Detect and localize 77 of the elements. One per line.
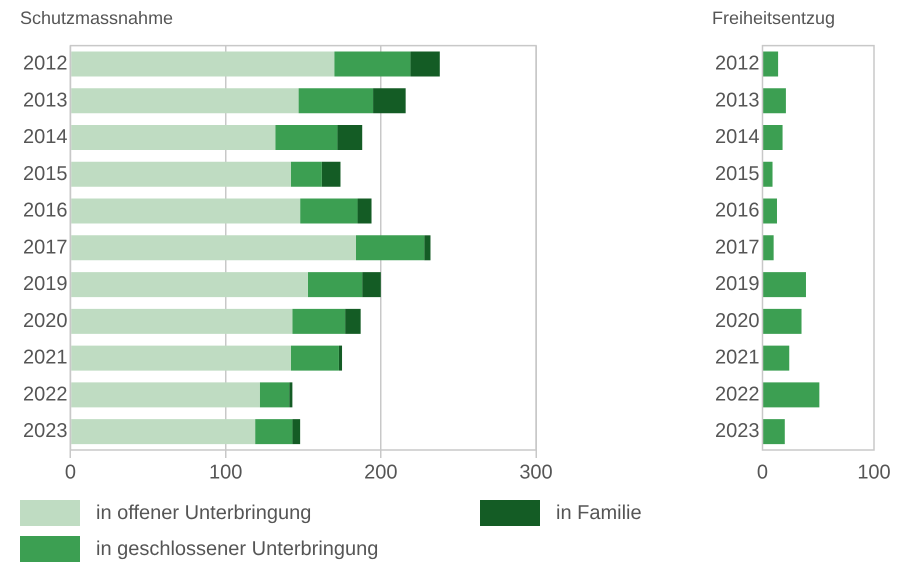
y-tick-label: 2017 (714, 236, 760, 258)
x-tick-label: 200 (364, 462, 398, 484)
y-tick-label: 2023 (714, 420, 760, 442)
x-tick-label: 100 (857, 462, 891, 484)
bar (298, 88, 374, 114)
y-tick-label: 2014 (22, 126, 68, 148)
bar (762, 125, 783, 150)
bar (289, 382, 292, 408)
bar (71, 272, 308, 298)
bar (762, 198, 777, 224)
x-tick-label: 0 (756, 462, 768, 484)
y-tick-label: 2014 (714, 126, 760, 148)
y-tick-label: 2012 (22, 52, 68, 74)
y-tick-label: 2023 (22, 420, 68, 442)
y-tick-label: 2019 (714, 273, 760, 296)
bar (322, 162, 340, 187)
bar (358, 198, 372, 224)
chart-title: Schutzmassnahme (20, 8, 174, 28)
x-tick-label: 100 (208, 462, 242, 484)
bar (290, 162, 322, 187)
bar (762, 88, 786, 114)
bar (71, 346, 291, 371)
y-tick-label: 2019 (22, 273, 68, 296)
y-tick-label: 2021 (22, 346, 68, 369)
bar (373, 88, 406, 114)
y-tick-label: 2013 (22, 89, 68, 112)
bar (362, 272, 381, 298)
bar (338, 346, 342, 371)
legend-label: in Familie (556, 502, 642, 524)
bar (71, 162, 291, 187)
bar (762, 308, 802, 334)
bar (71, 308, 292, 334)
bar (762, 346, 790, 371)
bar (260, 382, 290, 408)
bar (290, 346, 339, 371)
x-tick-label: 300 (519, 462, 553, 484)
y-tick-label: 2021 (714, 346, 760, 369)
bar (762, 419, 785, 444)
bar (71, 198, 300, 224)
bar (255, 419, 292, 444)
y-tick-label: 2022 (714, 383, 760, 406)
bar (71, 88, 299, 114)
y-tick-label: 2015 (22, 162, 68, 185)
bar (71, 235, 356, 260)
bar (292, 419, 300, 444)
y-tick-label: 2020 (714, 310, 760, 332)
chart-title: Freiheitsentzug (712, 8, 836, 28)
bar (424, 235, 430, 260)
bar (308, 272, 362, 298)
bar (292, 308, 346, 334)
bar (762, 162, 773, 187)
y-tick-label: 2015 (714, 162, 760, 185)
y-tick-label: 2012 (714, 52, 760, 74)
y-tick-label: 2020 (22, 310, 68, 332)
legend-label: in offener Unterbringung (96, 502, 312, 524)
bar (71, 382, 260, 408)
bar (356, 235, 424, 260)
bar (71, 125, 276, 150)
x-tick-label: 0 (64, 462, 76, 484)
bar (334, 51, 410, 76)
bar (762, 382, 820, 408)
bar (410, 51, 440, 76)
bar (345, 308, 361, 334)
bar (337, 125, 362, 150)
bar (275, 125, 338, 150)
bar (71, 51, 334, 76)
bar (762, 51, 778, 76)
bar (300, 198, 358, 224)
bar (71, 419, 256, 444)
bar (762, 235, 774, 260)
y-tick-label: 2022 (22, 383, 68, 406)
y-tick-label: 2017 (22, 236, 68, 258)
y-tick-label: 2016 (714, 200, 760, 222)
y-tick-label: 2016 (22, 200, 68, 222)
bar (762, 272, 806, 298)
legend-label: in geschlossener Unterbringung (96, 538, 378, 560)
y-tick-label: 2013 (714, 89, 760, 112)
